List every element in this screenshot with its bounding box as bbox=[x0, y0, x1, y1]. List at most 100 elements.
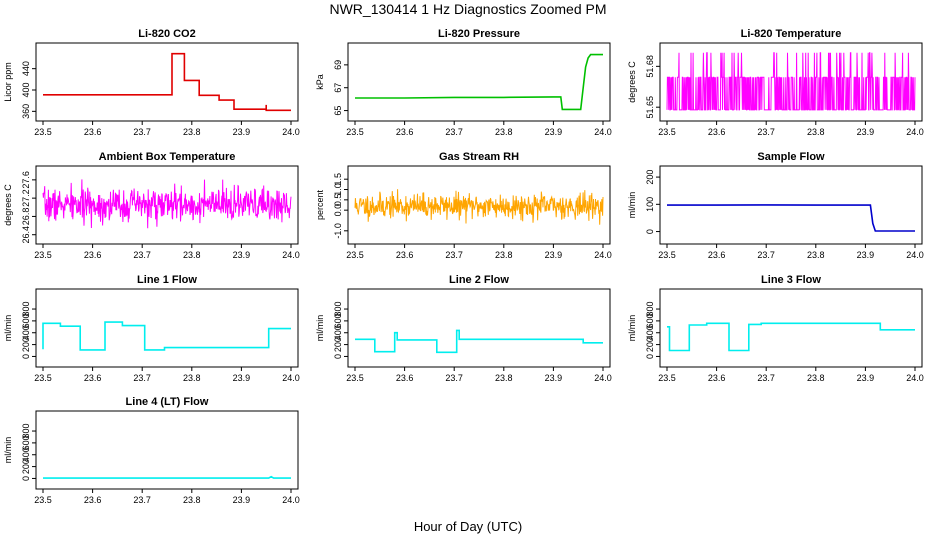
y-tick-label: 200 bbox=[21, 337, 31, 352]
y-tick-label: 27.6 bbox=[21, 171, 31, 189]
x-tick-label: 23.9 bbox=[233, 373, 251, 383]
x-tick-label: 24.0 bbox=[594, 250, 612, 260]
x-tick-label: 23.8 bbox=[495, 250, 513, 260]
x-tick-label: 23.5 bbox=[34, 373, 52, 383]
x-tick-label: 23.9 bbox=[857, 250, 875, 260]
panel-title: Li-820 CO2 bbox=[138, 28, 195, 40]
x-tick-label: 23.7 bbox=[757, 250, 775, 260]
y-tick-label: 0.0 bbox=[333, 204, 343, 217]
figure-title: NWR_130414 1 Hz Diagnostics Zoomed PM bbox=[329, 1, 606, 17]
x-tick-label: 23.5 bbox=[346, 127, 364, 137]
x-tick-label: 24.0 bbox=[594, 127, 612, 137]
series-line-0 bbox=[43, 52, 291, 112]
x-tick-label: 23.6 bbox=[84, 127, 102, 137]
panel-title: Line 2 Flow bbox=[449, 274, 509, 286]
series-line-noise bbox=[666, 52, 916, 111]
panel-title: Ambient Box Temperature bbox=[99, 151, 236, 163]
panel-line2-flow: Line 2 Flow 23.5 23.6 23.7 23.8 23.9 24.0 0 2004… bbox=[315, 274, 612, 383]
plot-frame bbox=[347, 42, 611, 122]
y-axis-label: Licor ppm bbox=[3, 62, 13, 102]
panel-title: Li-820 Temperature bbox=[741, 28, 842, 40]
y-tick-label: 200 bbox=[21, 459, 31, 474]
y-tick-label: 800 bbox=[333, 302, 343, 317]
x-tick-label: 23.9 bbox=[233, 495, 251, 505]
y-tick-label: 100 bbox=[645, 197, 655, 212]
y-tick-label: 0 bbox=[645, 229, 655, 234]
panel-co2: Li-820 CO2 23.5 23.6 23.7 23.8 23.9 24.0 360 400… bbox=[3, 28, 300, 137]
panel-title: Line 1 Flow bbox=[137, 274, 197, 286]
panel-ambient-temp: Ambient Box Temperature 23.5 23.6 23.7 23.8 2… bbox=[3, 151, 300, 260]
y-tick-label: 26.4 bbox=[21, 226, 31, 244]
x-tick-label: 23.7 bbox=[133, 373, 151, 383]
plot-frame bbox=[659, 42, 923, 122]
x-tick-label: 23.5 bbox=[658, 250, 676, 260]
x-tick-label: 23.5 bbox=[34, 127, 52, 137]
panel-title: Sample Flow bbox=[757, 151, 825, 163]
y-tick-label: 67 bbox=[333, 83, 343, 93]
chart-panels: Li-820 CO2 23.5 23.6 23.7 23.8 23.9 24.0 360 400… bbox=[3, 28, 924, 505]
plot-frame bbox=[347, 288, 611, 368]
y-axis-label: kPa bbox=[315, 74, 325, 90]
plot-frame bbox=[35, 410, 299, 490]
x-tick-label: 23.9 bbox=[233, 127, 251, 137]
y-tick-label: 65 bbox=[333, 106, 343, 116]
y-tick-label: 600 bbox=[333, 313, 343, 328]
y-tick-label: 800 bbox=[21, 302, 31, 317]
y-tick-label: 0 bbox=[21, 354, 31, 359]
panel-line1-flow: Line 1 Flow 23.5 23.6 23.7 23.8 23.9 24.0 0 2004… bbox=[3, 274, 300, 383]
x-tick-label: 23.9 bbox=[545, 127, 563, 137]
x-tick-label: 23.8 bbox=[495, 127, 513, 137]
y-tick-label: 69 bbox=[333, 60, 343, 70]
x-tick-label: 24.0 bbox=[906, 373, 924, 383]
x-tick-label: 23.8 bbox=[807, 127, 825, 137]
x-tick-label: 23.6 bbox=[84, 250, 102, 260]
series-line-0 bbox=[42, 321, 291, 351]
y-tick-label: 800 bbox=[645, 302, 655, 317]
y-tick-label: 1.0 bbox=[333, 183, 343, 196]
series-line-0 bbox=[355, 53, 603, 111]
x-tick-label: 23.6 bbox=[396, 373, 414, 383]
y-tick-label: 440 bbox=[21, 61, 31, 76]
series-line-0 bbox=[667, 322, 915, 352]
plot-frame bbox=[35, 288, 299, 368]
panel-sample-flow: Sample Flow 23.5 23.6 23.7 23.8 23.9 24.0 0 100 2… bbox=[627, 151, 924, 260]
panel-title: Gas Stream RH bbox=[439, 151, 519, 163]
y-tick-label: 26.8 bbox=[21, 208, 31, 226]
y-tick-label: 0 bbox=[333, 354, 343, 359]
y-axis-label: degrees C bbox=[3, 184, 13, 226]
x-tick-label: 23.8 bbox=[183, 127, 201, 137]
x-tick-label: 23.7 bbox=[757, 127, 775, 137]
x-tick-label: 24.0 bbox=[282, 127, 300, 137]
y-tick-label: 51.68 bbox=[645, 55, 655, 78]
plot-frame bbox=[35, 42, 299, 122]
series-line-0 bbox=[355, 329, 603, 354]
plot-frame bbox=[659, 165, 923, 245]
x-tick-label: 23.8 bbox=[183, 495, 201, 505]
y-tick-label: 400 bbox=[333, 325, 343, 340]
x-tick-label: 23.8 bbox=[183, 373, 201, 383]
x-tick-label: 23.5 bbox=[658, 373, 676, 383]
x-tick-label: 23.6 bbox=[84, 495, 102, 505]
x-tick-label: 23.5 bbox=[34, 250, 52, 260]
panel-licor-temp: Li-820 Temperature 23.5 23.6 23.7 23.8 23.9 24… bbox=[627, 28, 924, 137]
y-axis-label: percent bbox=[315, 189, 325, 220]
x-tick-label: 23.5 bbox=[34, 495, 52, 505]
y-tick-label: 51.65 bbox=[645, 96, 655, 119]
y-tick-label: 400 bbox=[21, 447, 31, 462]
y-axis-label: ml/min bbox=[315, 315, 325, 342]
x-tick-label: 23.8 bbox=[183, 250, 201, 260]
x-tick-label: 23.7 bbox=[133, 495, 151, 505]
x-tick-label: 23.9 bbox=[545, 250, 563, 260]
series-line-0 bbox=[667, 204, 915, 232]
y-tick-label: 0 bbox=[645, 354, 655, 359]
x-tick-label: 23.8 bbox=[495, 373, 513, 383]
x-tick-label: 23.5 bbox=[346, 250, 364, 260]
x-tick-label: 23.6 bbox=[84, 373, 102, 383]
panel-line3-flow: Line 3 Flow 23.5 23.6 23.7 23.8 23.9 24.0 0 2004… bbox=[627, 274, 924, 383]
y-tick-label: 0.5 bbox=[333, 194, 343, 207]
x-tick-label: 23.7 bbox=[757, 373, 775, 383]
x-tick-label: 23.6 bbox=[396, 250, 414, 260]
x-tick-label: 24.0 bbox=[594, 373, 612, 383]
x-tick-label: 24.0 bbox=[906, 127, 924, 137]
